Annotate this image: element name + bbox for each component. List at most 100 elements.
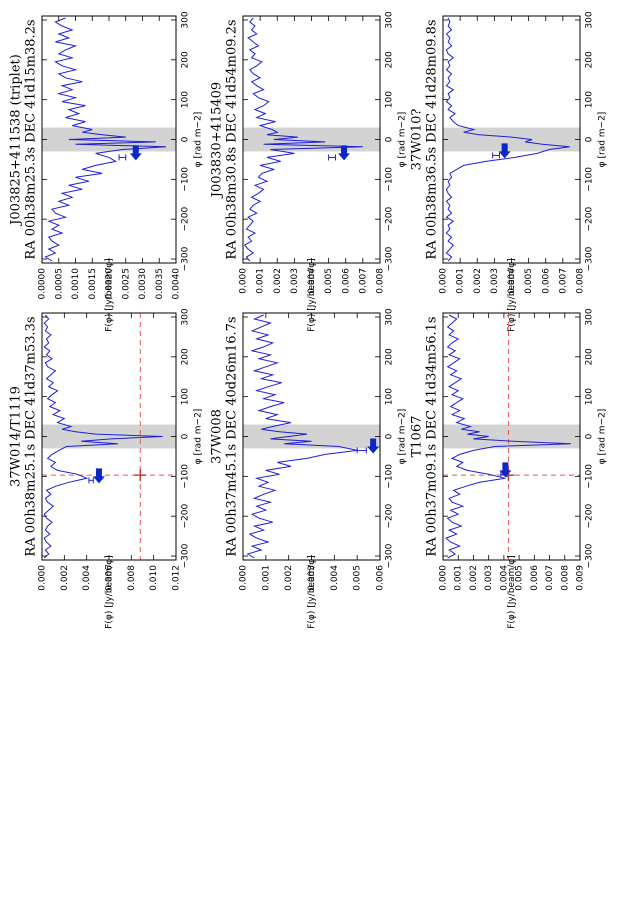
flux-tick-label: 0.008 bbox=[376, 268, 386, 294]
panel-subtitle: RA 00h38m25.1s DEC 41d37m53.3s bbox=[24, 316, 39, 556]
phi-tick-label: −100 bbox=[181, 167, 191, 192]
flux-tick-label: 0.0020 bbox=[105, 268, 115, 300]
phi-tick-label: −100 bbox=[585, 167, 595, 192]
flux-tick-label: 0.002 bbox=[273, 268, 283, 294]
panel-subtitle: RA 00h38m30.8s DEC 41d54m09.2s bbox=[225, 19, 240, 259]
panel-top-middle: −300 −200 −100 0 100 200 300 0.000 0.001 0.002 0.0… bbox=[210, 11, 408, 332]
flux-tick-label: 0.0005 bbox=[54, 268, 64, 300]
flux-tick-label: 0.004 bbox=[499, 565, 509, 591]
phi-tick-label: −200 bbox=[385, 504, 395, 529]
phi-tick-label: 100 bbox=[385, 91, 395, 108]
phi-tick-label: 0 bbox=[585, 433, 595, 439]
phi-tick-label: 0 bbox=[385, 136, 395, 142]
flux-axis-label: F(φ) [Jy/beam/φ] bbox=[307, 258, 317, 332]
phi-tick-label: 200 bbox=[385, 348, 395, 365]
flux-tick-label: 0.000 bbox=[38, 565, 48, 591]
flux-tick-label: 0.000 bbox=[439, 268, 449, 294]
phi-tick-label: −300 bbox=[585, 543, 595, 568]
flux-axis-label: F(φ) [Jy/beam/φ] bbox=[507, 555, 517, 629]
panel-title: 37W008 bbox=[210, 409, 225, 464]
phi-tick-label: 300 bbox=[385, 308, 395, 325]
flux-tick-label: 0.008 bbox=[576, 268, 586, 294]
flux-tick-label: 0.0000 bbox=[38, 268, 48, 300]
panel-top-left: −300 −200 −100 0 100 200 300 0.0000 0.0005 0.0010… bbox=[9, 11, 204, 332]
flux-tick-label: 0.0040 bbox=[172, 268, 182, 300]
phi-tick-label: 100 bbox=[585, 91, 595, 108]
phi-tick-label: −100 bbox=[181, 464, 191, 489]
phi-axis-label: φ [rad m−2] bbox=[194, 409, 204, 465]
phi-tick-label: −200 bbox=[181, 207, 191, 232]
panel-subtitle: RA 00h37m45.1s DEC 40d26m16.7s bbox=[225, 316, 240, 556]
panel-title: 37W014/T1119 bbox=[9, 386, 24, 487]
arrow-marker bbox=[92, 468, 105, 484]
shaded-band bbox=[42, 127, 176, 152]
phi-tick-label: −300 bbox=[585, 246, 595, 271]
arrow-marker bbox=[498, 143, 511, 159]
phi-tick-label: −200 bbox=[385, 207, 395, 232]
phi-tick-label: 200 bbox=[585, 348, 595, 365]
flux-tick-label: 0.001 bbox=[454, 565, 464, 591]
flux-tick-label: 0.000 bbox=[239, 268, 249, 294]
phi-axis-label: φ [rad m−2] bbox=[398, 409, 408, 465]
phi-tick-label: −200 bbox=[585, 207, 595, 232]
phi-tick-label: 300 bbox=[585, 11, 595, 28]
phi-tick-label: −300 bbox=[385, 246, 395, 271]
flux-tick-label: 0.007 bbox=[558, 268, 568, 294]
arrow-marker bbox=[499, 462, 512, 478]
phi-tick-label: 200 bbox=[181, 348, 191, 365]
flux-tick-label: 0.006 bbox=[341, 268, 351, 294]
phi-axis-label: φ [rad m−2] bbox=[598, 409, 608, 465]
series-line bbox=[44, 17, 166, 262]
arrow-marker bbox=[129, 145, 142, 161]
phi-tick-label: −300 bbox=[181, 246, 191, 271]
phi-tick-label: 100 bbox=[181, 388, 191, 405]
panel-subtitle: RA 00h37m09.1s DEC 41d34m56.1s bbox=[425, 316, 440, 556]
phi-tick-label: −100 bbox=[585, 464, 595, 489]
flux-tick-label: 0.004 bbox=[307, 268, 317, 294]
flux-tick-label: 0.0025 bbox=[121, 268, 131, 300]
flux-tick-label: 0.0010 bbox=[71, 268, 81, 300]
phi-tick-label: 0 bbox=[181, 136, 191, 142]
phi-tick-label: 300 bbox=[385, 11, 395, 28]
flux-tick-label: 0.004 bbox=[507, 268, 517, 294]
flux-tick-label: 0.006 bbox=[105, 565, 115, 591]
phi-axis-label: φ [rad m−2] bbox=[598, 112, 608, 168]
flux-tick-label: 0.005 bbox=[324, 268, 334, 294]
flux-tick-label: 0.007 bbox=[358, 268, 368, 294]
flux-tick-label: 0.003 bbox=[484, 565, 494, 591]
panel-title: T1067 bbox=[410, 416, 425, 458]
flux-tick-label: 0.012 bbox=[172, 565, 182, 591]
panel-subtitle: RA 00h38m25.3s DEC 41d15m38.2s bbox=[24, 19, 39, 259]
flux-tick-label: 0.005 bbox=[515, 565, 525, 591]
phi-axis-label: φ [rad m−2] bbox=[194, 112, 204, 168]
flux-tick-label: 0.0035 bbox=[155, 268, 165, 300]
phi-tick-label: 0 bbox=[385, 433, 395, 439]
panel-title: J003825+411538 (triplet) bbox=[9, 54, 24, 227]
phi-tick-label: 300 bbox=[585, 308, 595, 325]
flux-tick-label: 0.008 bbox=[560, 565, 570, 591]
flux-tick-label: 0.008 bbox=[127, 565, 137, 591]
phi-tick-label: 100 bbox=[585, 388, 595, 405]
flux-tick-label: 0.004 bbox=[330, 565, 340, 591]
flux-tick-label: 0.0015 bbox=[88, 268, 98, 300]
phi-tick-label: 100 bbox=[181, 91, 191, 108]
phi-tick-label: 300 bbox=[181, 11, 191, 28]
flux-tick-label: 0.002 bbox=[60, 565, 70, 591]
flux-tick-label: 0.0030 bbox=[138, 268, 148, 300]
phi-tick-label: 100 bbox=[385, 388, 395, 405]
panel-bottom-middle: −300 −200 −100 0 100 200 300 0.000 0.001 0.002 0.0… bbox=[210, 308, 408, 629]
phi-tick-label: −100 bbox=[385, 167, 395, 192]
flux-tick-label: 0.001 bbox=[456, 268, 466, 294]
phi-tick-label: 0 bbox=[181, 433, 191, 439]
flux-tick-label: 0.003 bbox=[490, 268, 500, 294]
flux-axis-label: F(φ) [Jy/beam/φ] bbox=[507, 258, 517, 332]
panel-title: J003830+415409 bbox=[210, 82, 225, 199]
flux-tick-label: 0.003 bbox=[290, 268, 300, 294]
phi-tick-label: 200 bbox=[181, 51, 191, 68]
panel-title: 37W010? bbox=[410, 109, 425, 171]
phi-tick-label: 200 bbox=[585, 51, 595, 68]
flux-tick-label: 0.005 bbox=[524, 268, 534, 294]
flux-tick-label: 0.003 bbox=[307, 565, 317, 591]
phi-tick-label: −200 bbox=[585, 504, 595, 529]
